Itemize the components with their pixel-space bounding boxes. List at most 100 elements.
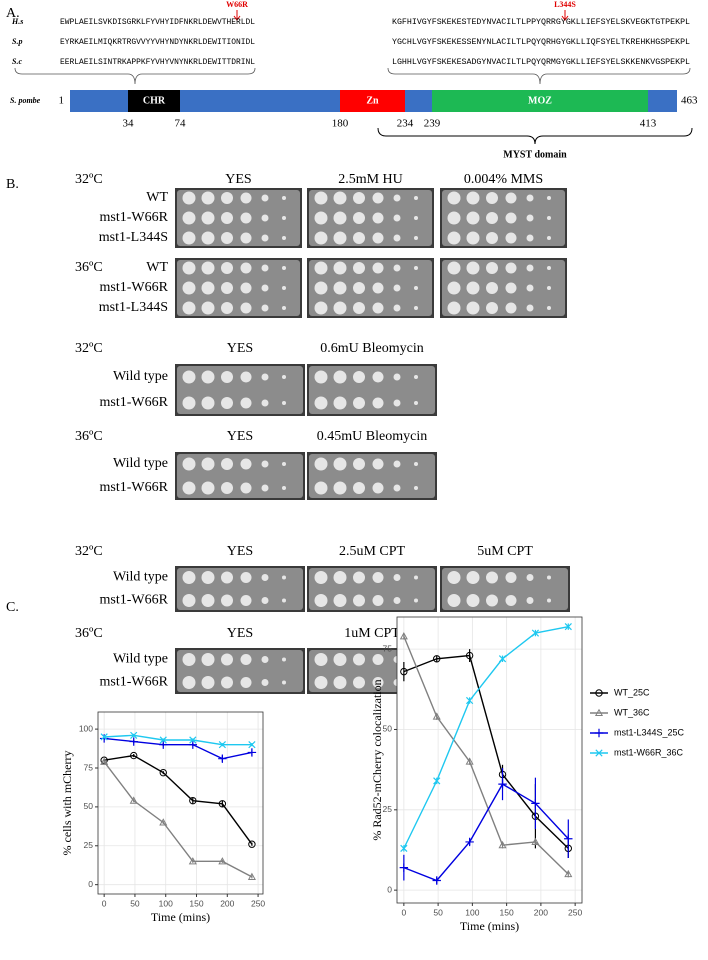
colony-spot: [314, 653, 328, 666]
colony-spot: [372, 192, 384, 204]
strain-label: Wild type: [113, 369, 168, 384]
strain-label: mst1-L344S: [99, 300, 168, 315]
colony-spot: [201, 594, 215, 607]
colony-spot: [333, 370, 347, 384]
legend-marker: [594, 708, 604, 717]
colony-spot: [182, 231, 196, 245]
position: 239: [424, 118, 441, 130]
data-point: [100, 757, 109, 765]
colony-spot: [526, 234, 534, 242]
legend-label: mst1-W66R_36C: [614, 747, 684, 757]
plate-agar: [177, 366, 303, 414]
colony-spot: [333, 396, 347, 410]
colony-spot: [353, 676, 365, 689]
colony-spot: [333, 281, 347, 295]
temperature: 36ºC: [75, 429, 103, 444]
colony-spot: [393, 214, 401, 222]
colony-spot: [393, 264, 401, 272]
condition-label: YES: [227, 626, 253, 641]
colony-spot: [261, 597, 269, 604]
colony-spot: [333, 457, 347, 471]
colony-spot: [182, 261, 196, 275]
series-line: [403, 783, 569, 882]
species-label: S.p: [12, 37, 22, 46]
colony-spot: [240, 371, 252, 383]
colony-spot: [182, 653, 196, 666]
colony-spot: [372, 677, 384, 688]
series-line: [104, 734, 252, 746]
x-axis-title: Time (mins): [460, 919, 519, 933]
colony-spot: [314, 594, 328, 607]
colony-spot: [201, 211, 215, 225]
condition-label: 0.6mU Bleomycin: [320, 341, 423, 356]
colony-spot: [314, 231, 328, 245]
strain-label: mst1-W66R: [100, 593, 169, 608]
colony-spot: [353, 371, 365, 383]
colony-spot: [182, 301, 196, 315]
colony-spot: [314, 481, 328, 495]
x-tick-label: 50: [433, 907, 443, 917]
colony-spot: [333, 594, 347, 607]
data-point: [432, 712, 441, 720]
colony-spot: [240, 282, 252, 294]
data-point: [465, 837, 474, 847]
colony-spot: [353, 571, 365, 584]
colony-spot: [547, 216, 551, 220]
colony-spot: [240, 654, 252, 665]
y-axis-title: % Rad52-mCherry colocalization: [370, 679, 384, 840]
colony-spot: [182, 594, 196, 607]
x-tick-label: 150: [500, 907, 514, 917]
position: 74: [175, 118, 187, 130]
colony-spot: [526, 597, 534, 604]
strain-label: mst1-W66R: [100, 480, 169, 495]
colony-spot: [505, 232, 517, 244]
strain-label: mst1-W66R: [100, 210, 169, 225]
x-tick-label: 100: [159, 898, 173, 908]
series-line: [403, 625, 569, 849]
y-tick-label: 50: [84, 801, 94, 811]
colony-spot: [466, 191, 480, 205]
colony-spot: [526, 264, 534, 272]
colony-spot: [333, 261, 347, 275]
plate-agar: [309, 568, 435, 610]
panel-label: B.: [6, 177, 19, 192]
colony-spot: [221, 458, 233, 470]
data-point: [531, 837, 540, 846]
colony-spot: [182, 676, 196, 689]
x-tick-label: 50: [130, 898, 140, 908]
condition-label: 0.004% MMS: [464, 172, 543, 187]
colony-spot: [314, 261, 328, 275]
colony-spot: [353, 192, 365, 204]
colony-spot: [526, 214, 534, 222]
data-point: [498, 655, 507, 663]
colony-spot: [547, 236, 551, 240]
colony-spot: [466, 261, 480, 275]
strain-label: mst1-W66R: [100, 675, 169, 690]
colony-spot: [261, 656, 269, 663]
data-point: [433, 655, 441, 663]
colony-spot: [486, 282, 498, 294]
colony-spot: [282, 216, 286, 220]
colony-spot: [547, 575, 551, 580]
colony-spot: [282, 375, 286, 379]
colony-spot: [547, 306, 551, 310]
data-point: [248, 840, 256, 848]
data-point: [564, 834, 573, 843]
colony-spot: [414, 462, 418, 466]
condition-label: 1uM CPT: [344, 626, 400, 641]
colony-spot: [240, 262, 252, 274]
colony-spot: [201, 481, 215, 495]
colony-spot: [466, 594, 480, 607]
colony-spot: [414, 401, 418, 405]
position: 413: [640, 118, 657, 130]
colony-spot: [414, 216, 418, 220]
colony-spot: [353, 397, 365, 409]
colony-spot: [314, 191, 328, 205]
temperature: 32ºC: [75, 172, 103, 187]
y-tick-label: 0: [88, 879, 93, 889]
plate-agar: [309, 366, 435, 414]
colony-spot: [261, 214, 269, 222]
data-point: [466, 696, 474, 705]
colony-spot: [447, 191, 461, 205]
sequence: KGFHIVGYFSKEKESTEDYNVACILTLPPYQRRGYGKLLI…: [392, 18, 690, 27]
